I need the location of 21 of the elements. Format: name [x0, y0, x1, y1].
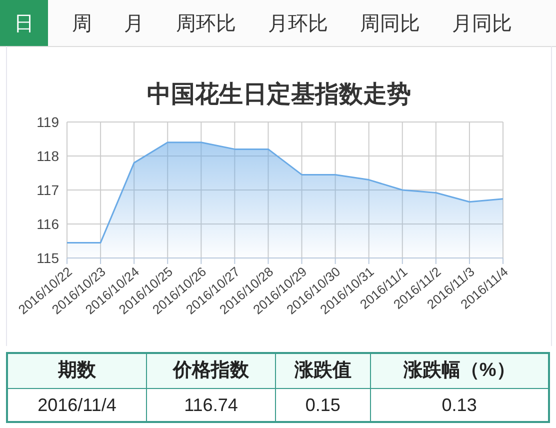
text: 116.74	[146, 389, 276, 421]
text: 周同比	[359, 12, 421, 36]
text: 0.13	[440, 394, 478, 417]
y-tick-label: 118	[36, 148, 60, 164]
y-tick-label: 115	[36, 250, 60, 266]
y-tick-label: 119	[36, 114, 60, 130]
text: 涨跌值	[276, 354, 371, 388]
text: 0.15	[276, 389, 371, 421]
text: 期数	[8, 354, 147, 388]
text: 日	[0, 0, 48, 46]
text: 月同比	[451, 12, 513, 36]
chart-title: 中国花生日定基指数走势	[146, 80, 412, 110]
text: 周环比	[175, 12, 237, 36]
text: 2016/11/4	[8, 389, 147, 421]
text: 月环比	[267, 12, 329, 36]
text: 月	[123, 12, 145, 36]
text: 价格指数	[146, 354, 276, 388]
text: 涨跌幅（%）	[402, 359, 516, 383]
y-tick-label: 117	[36, 182, 60, 198]
y-tick-label: 116	[36, 216, 60, 232]
text: 周	[71, 12, 93, 36]
